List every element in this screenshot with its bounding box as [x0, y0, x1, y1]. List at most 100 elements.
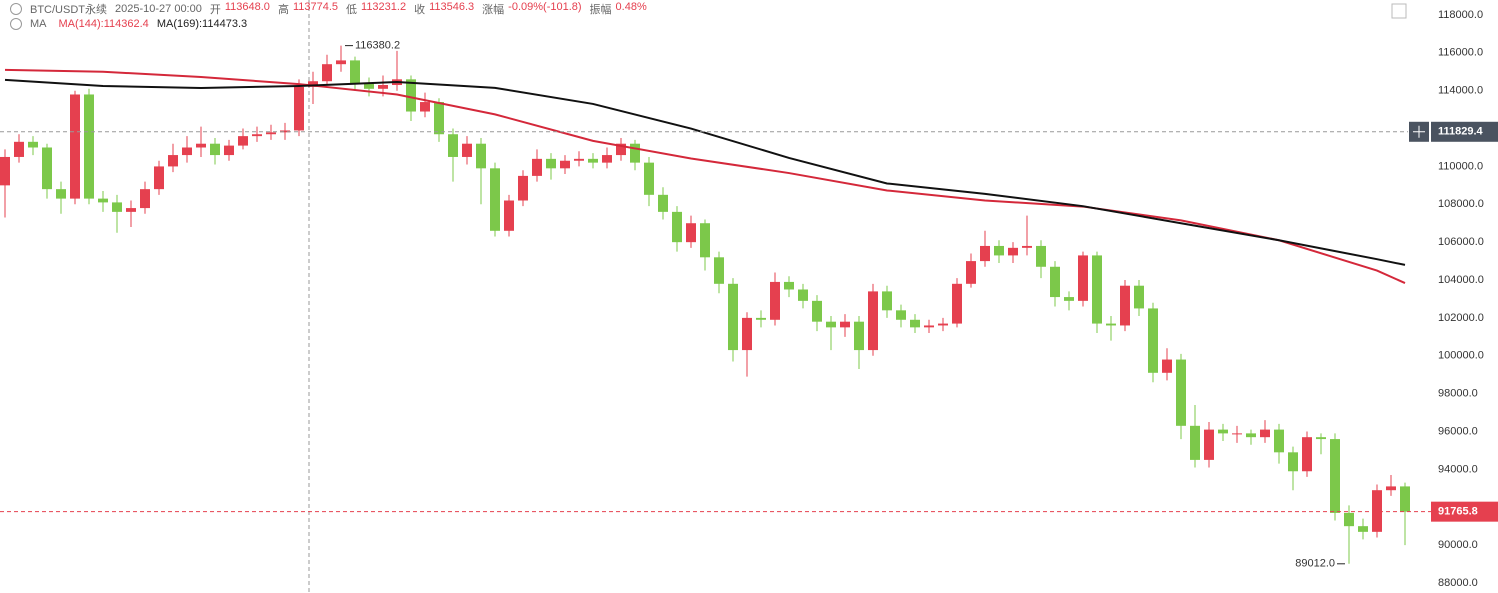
time: 2025-10-27 00:00 — [115, 3, 202, 15]
collapse-icon[interactable] — [10, 18, 22, 30]
candle-body — [1358, 526, 1368, 532]
candle-body — [1162, 359, 1172, 373]
candle-body — [196, 143, 206, 148]
candle-body — [994, 245, 1004, 256]
candle-body — [714, 257, 724, 284]
candle-body — [294, 86, 304, 131]
candle-body — [70, 94, 80, 199]
candle-body — [840, 321, 850, 328]
candle-body — [910, 319, 920, 328]
indicator-row: MA MA(144):114362.4 MA(169):114473.3 — [10, 18, 247, 30]
legend-entry: MA(144):114362.4 — [58, 18, 149, 30]
field-value: 113774.5 — [292, 1, 339, 13]
candle-body — [1330, 439, 1340, 513]
candle-body — [364, 83, 374, 89]
y-tick-label: 116000.0 — [1438, 47, 1483, 59]
candle-body — [1344, 512, 1354, 527]
candle-body — [756, 317, 766, 320]
candle-body — [1246, 433, 1256, 438]
candle-body — [42, 147, 52, 190]
symbol: BTC/USDT永续 — [30, 4, 107, 16]
min-label: 89012.0 — [1295, 558, 1335, 570]
candle-body — [1064, 297, 1074, 301]
candle-body — [952, 283, 962, 324]
candle-body — [182, 147, 192, 156]
candle-body — [84, 94, 94, 199]
candle-body — [140, 189, 150, 209]
candle-body — [700, 223, 710, 258]
candle-body — [448, 134, 458, 157]
candle-body — [588, 158, 598, 163]
candle-body — [630, 143, 640, 163]
collapse-icon[interactable] — [10, 3, 22, 15]
field-value: 0.48% — [615, 1, 647, 13]
expand-icon[interactable] — [1391, 3, 1407, 19]
ma-line — [4, 68, 1406, 284]
y-tick-label: 100000.0 — [1438, 350, 1484, 362]
ma-line — [4, 78, 1406, 266]
candle-body — [798, 289, 808, 301]
candle-body — [742, 317, 752, 351]
candle-body — [1190, 425, 1200, 460]
candle-body — [1204, 429, 1214, 460]
last-price-box — [1431, 501, 1498, 522]
candle-body — [616, 143, 626, 156]
candle-body — [532, 158, 542, 176]
candle-body — [0, 156, 10, 186]
field-label: 收 — [414, 4, 426, 16]
candle-body — [1022, 245, 1032, 248]
candle-body — [784, 281, 794, 290]
candle-body — [1288, 452, 1298, 472]
last-price-label: 91765.8 — [1438, 506, 1478, 518]
field-value: -0.09%(-101.8) — [508, 1, 582, 13]
candle-body — [28, 141, 38, 148]
candle-body — [1134, 285, 1144, 309]
candle-body — [322, 64, 332, 82]
candle-body — [1148, 308, 1158, 373]
candle-body — [420, 102, 430, 112]
crosshair-price-label: 111829.4 — [1438, 126, 1484, 138]
candle-body — [868, 291, 878, 351]
candle-body — [1302, 437, 1312, 472]
candle-body — [490, 168, 500, 231]
candle-body — [168, 155, 178, 167]
candle-body — [238, 136, 248, 146]
ohlc-fields: 开 113648.0 高 113774.5 低 113231.2 收 113546.3 涨幅 -0… — [206, 1, 647, 17]
candle-body — [476, 143, 486, 169]
candle-body — [1050, 266, 1060, 298]
field-value: 113231.2 — [361, 1, 407, 13]
field-label: 开 — [209, 4, 221, 16]
candle-body — [1008, 247, 1018, 256]
candle-body — [56, 189, 66, 199]
candle-body — [980, 245, 990, 262]
candle-body — [602, 155, 612, 163]
candle-body — [266, 132, 276, 135]
candle-body — [1078, 255, 1088, 301]
candle-body — [504, 200, 514, 231]
y-tick-label: 98000.0 — [1438, 388, 1478, 400]
candle-body — [966, 261, 976, 284]
y-tick-label: 88000.0 — [1438, 577, 1478, 589]
y-tick-label: 104000.0 — [1438, 274, 1484, 286]
candle-body — [1274, 429, 1284, 453]
candle-body — [434, 102, 444, 135]
candle-body — [252, 134, 262, 137]
y-tick-label: 96000.0 — [1438, 425, 1478, 437]
candle-body — [560, 160, 570, 169]
candle-body — [224, 145, 234, 156]
field-label: 高 — [277, 4, 289, 16]
candle-body — [1092, 255, 1102, 324]
candle-body — [1176, 359, 1186, 426]
candle-body — [686, 223, 696, 243]
max-label: 116380.2 — [355, 40, 400, 52]
candle-body — [1218, 429, 1228, 434]
candle-body — [1120, 285, 1130, 326]
candle-body — [280, 130, 290, 133]
field-label: 涨幅 — [482, 4, 505, 16]
candle-body — [154, 166, 164, 190]
candle-body — [574, 158, 584, 161]
candle-body — [924, 325, 934, 328]
y-tick-label: 110000.0 — [1438, 160, 1483, 172]
candle-body — [1372, 490, 1382, 532]
